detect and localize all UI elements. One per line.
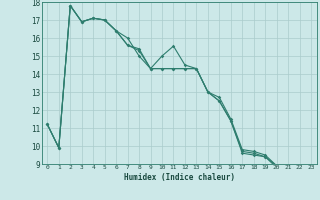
X-axis label: Humidex (Indice chaleur): Humidex (Indice chaleur) [124,173,235,182]
